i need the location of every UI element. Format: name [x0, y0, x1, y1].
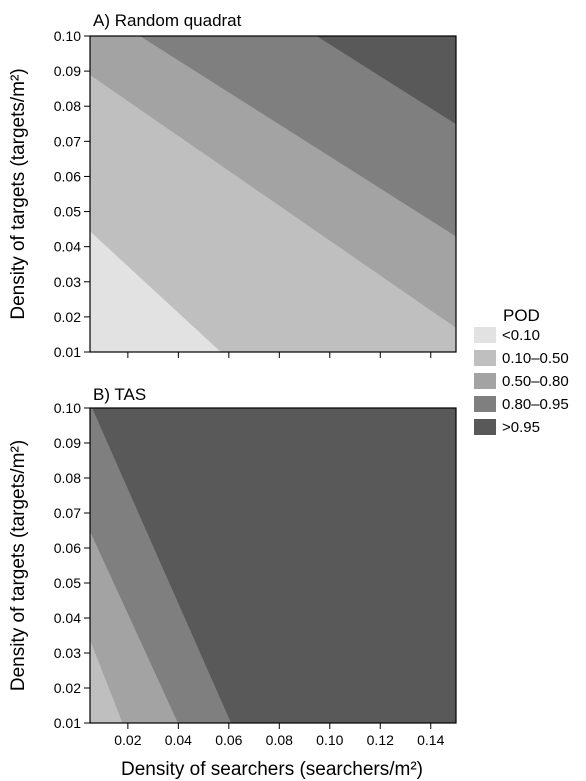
legend-label: 0.80–0.95 [502, 396, 569, 413]
panel-b-x-axis: 0.02 0.04 0.06 0.08 0.10 0.12 0.14 [114, 723, 445, 748]
y-tick-label: 0.08 [54, 470, 81, 486]
x-tick-label: 0.02 [114, 732, 141, 748]
panel-b-regions [89, 407, 457, 724]
panel-a-y-axis-label: Density of targets (targets/m²) [8, 68, 29, 319]
y-tick-label: 0.02 [54, 309, 81, 325]
panel-b-x-axis-label: Density of searchers (searchers/m²) [121, 759, 423, 780]
legend-swatch [474, 396, 496, 412]
y-tick-label: 0.07 [54, 505, 81, 521]
y-tick-label: 0.01 [54, 344, 81, 360]
y-tick-label: 0.10 [54, 28, 81, 44]
panel-a-regions [89, 35, 457, 353]
y-tick-label: 0.03 [54, 274, 81, 290]
legend-title: POD [503, 306, 540, 325]
y-tick-label: 0.08 [54, 98, 81, 114]
y-tick-label: 0.02 [54, 680, 81, 696]
panel-a-frame [89, 35, 457, 353]
legend-label: >0.95 [502, 419, 540, 436]
legend-label: 0.10–0.50 [502, 350, 569, 367]
y-tick-label: 0.04 [54, 239, 81, 255]
panel-b-title: B) TAS [93, 385, 146, 404]
y-tick-label: 0.10 [54, 400, 81, 416]
y-tick-label: 0.06 [54, 168, 81, 184]
panel-b: B) TAS 0.010.020.030.040.050.060.070.080… [8, 385, 457, 780]
y-tick-label: 0.09 [54, 63, 81, 79]
y-tick-label: 0.04 [54, 610, 81, 626]
legend-label: 0.50–0.80 [502, 373, 569, 390]
y-tick-label: 0.06 [54, 540, 81, 556]
legend-swatch [474, 373, 496, 389]
y-tick-label: 0.09 [54, 435, 81, 451]
legend-swatch [474, 419, 496, 435]
x-tick-label: 0.14 [417, 732, 444, 748]
panel-a-title: A) Random quadrat [93, 11, 242, 30]
legend: POD <0.10 0.10–0.50 0.50–0.80 0.80–0.95 >0.9… [474, 306, 569, 436]
x-tick-label: 0.08 [266, 732, 293, 748]
legend-label: <0.10 [502, 327, 540, 344]
panel-b-y-axis: 0.01 0.02 0.03 0.04 0.05 0.06 0.07 0.08 0.09 0.10 [54, 400, 90, 731]
y-tick-label: 0.07 [54, 133, 81, 149]
panel-b-y-axis-label: Density of targets (targets/m²) [8, 440, 29, 691]
x-tick-label: 0.10 [316, 732, 343, 748]
x-tick-label: 0.12 [367, 732, 394, 748]
y-tick-label: 0.03 [54, 645, 81, 661]
legend-items: <0.10 0.10–0.50 0.50–0.80 0.80–0.95 >0.95 [474, 327, 569, 436]
x-tick-label: 0.06 [215, 732, 242, 748]
x-tick-label: 0.04 [165, 732, 192, 748]
panel-b-frame [89, 407, 457, 724]
y-tick-label: 0.01 [54, 715, 81, 731]
y-tick-label: 0.05 [54, 575, 81, 591]
panel-a-x-axis [127, 352, 432, 358]
legend-swatch [474, 350, 496, 366]
legend-swatch [474, 327, 496, 343]
y-tick-label: 0.05 [54, 204, 81, 220]
panel-a: A) Random quadrat 0.010.020.030.040.050.… [8, 11, 457, 360]
panel-a-y-axis: 0.01 0.02 0.03 0.04 0.05 0.06 0.07 0.08 0.09 0.10 [54, 28, 90, 360]
